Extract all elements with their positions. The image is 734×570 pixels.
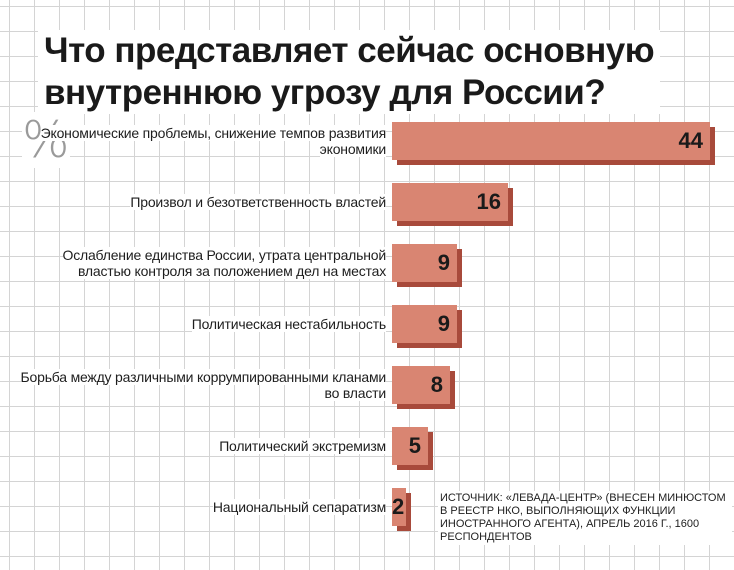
bar [392, 366, 450, 404]
category-label: Произвол и безответственность властей [130, 194, 386, 210]
bar-value-label: 16 [476, 189, 501, 214]
bar [392, 305, 457, 343]
title-line-1: Что представляет сейчас основную [44, 31, 655, 70]
bar-value-label: 2 [392, 494, 405, 519]
category-label: Борьба между различными коррумпированным… [20, 369, 386, 401]
bar-value-label: 5 [408, 433, 421, 458]
title-line-2: внутреннюю угрозу для России? [44, 73, 606, 112]
category-label: Политическая нестабильность [191, 316, 386, 332]
chart-title: Что представляет сейчас основную внутренн… [38, 30, 661, 114]
bar-value-label: 9 [437, 250, 450, 275]
category-label: Национальный сепаратизм [212, 499, 386, 515]
bar [392, 122, 710, 160]
bar [392, 244, 457, 282]
category-label: Экономические проблемы, снижение темпов … [40, 125, 386, 157]
bar [392, 427, 428, 465]
category-label: Ослабление единства России, утрата центр… [62, 247, 386, 279]
bar-value-label: 9 [437, 311, 450, 336]
bar-value-label: 8 [430, 372, 443, 397]
category-label: Политический экстремизм [219, 438, 386, 454]
bar [392, 183, 508, 221]
bar [392, 488, 406, 526]
source-note: ИСТОЧНИК: «ЛЕВАДА-ЦЕНТР» (ВНЕСЕН МИНЮСТО… [438, 491, 732, 545]
bar-value-label: 44 [678, 128, 703, 153]
